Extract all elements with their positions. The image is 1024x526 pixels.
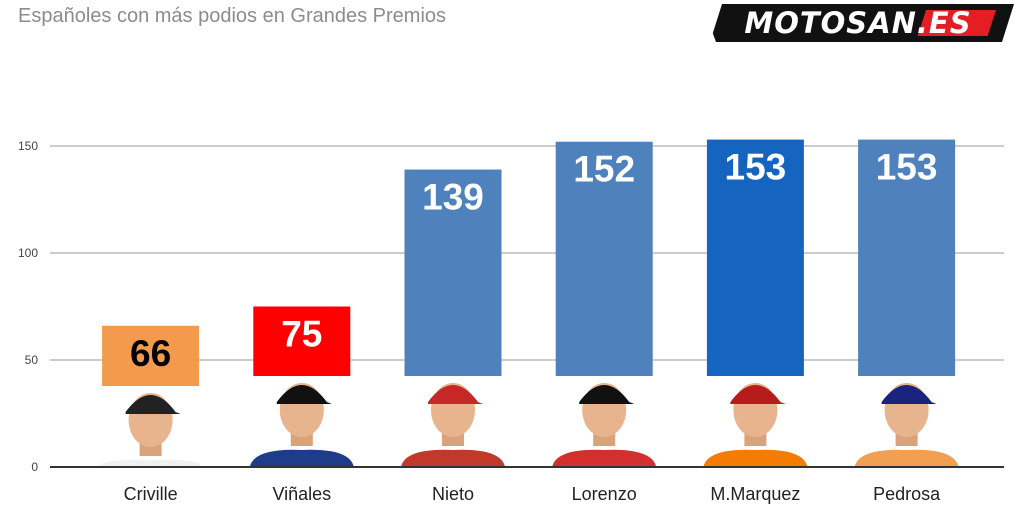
logo-text: MOTOSAN.ES: [744, 6, 972, 40]
bar-value-label: 75: [281, 314, 322, 355]
rider-cap: [730, 385, 786, 404]
logo-shape: [702, 4, 1014, 42]
bar-value-label: 153: [725, 147, 787, 188]
rider-suit: [552, 449, 657, 467]
rider-photo: [552, 383, 657, 467]
rider-cap: [428, 385, 483, 404]
y-tick-label: 100: [18, 246, 38, 260]
bar-value-label: 152: [573, 149, 635, 190]
x-category-label: Criville: [124, 484, 178, 504]
rider-photo: [401, 383, 505, 467]
y-tick-label: 150: [18, 139, 38, 153]
x-category-label: Pedrosa: [873, 484, 941, 504]
bar-nieto: [404, 169, 502, 376]
rider-suit: [98, 459, 203, 467]
rider-cap: [579, 385, 635, 404]
bar-viales: [253, 306, 351, 376]
y-tick-label: 0: [31, 460, 38, 474]
x-category-label: Viñales: [272, 484, 331, 504]
rider-photo: [854, 383, 959, 467]
bar-value-label: 153: [876, 147, 938, 188]
x-category-label: M.Marquez: [710, 484, 800, 504]
chart-title: Españoles con más podios en Grandes Prem…: [18, 5, 447, 27]
rider-cap: [881, 385, 937, 404]
bar-lorenzo: [555, 141, 653, 376]
rider-photo: [249, 383, 354, 467]
motosan-logo: MOTOSAN.ES: [702, 4, 1014, 42]
rider-suit: [249, 449, 354, 467]
rider-suit: [401, 449, 505, 467]
rider-photo: [703, 383, 808, 467]
rider-cap: [276, 385, 332, 404]
bar-criville: [102, 325, 200, 386]
bar-mmarquez: [706, 139, 804, 376]
bar-value-label: 139: [422, 177, 484, 218]
rider-photo: [98, 393, 203, 467]
rider-suit: [703, 449, 808, 467]
bar-pedrosa: [858, 139, 956, 376]
x-category-label: Lorenzo: [572, 484, 637, 504]
rider-cap: [125, 395, 181, 414]
x-category-label: Nieto: [432, 484, 474, 504]
y-tick-label: 50: [25, 353, 39, 367]
bar-value-label: 66: [130, 333, 171, 374]
rider-suit: [854, 449, 959, 467]
